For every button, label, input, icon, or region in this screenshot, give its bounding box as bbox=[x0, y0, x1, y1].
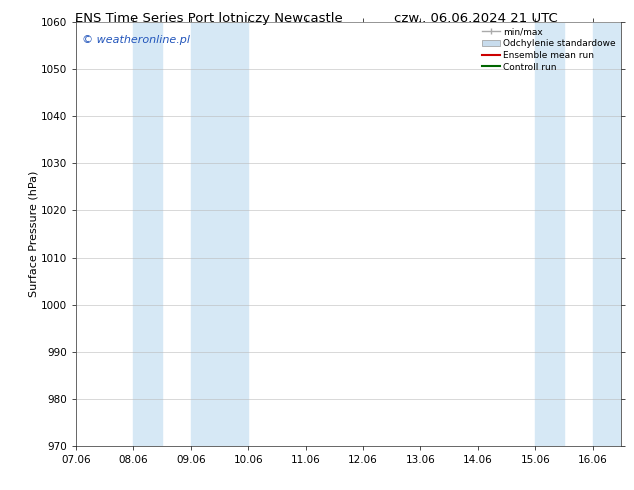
Bar bbox=[134, 22, 162, 446]
Text: © weatheronline.pl: © weatheronline.pl bbox=[82, 35, 190, 45]
Text: ENS Time Series Port lotniczy Newcastle: ENS Time Series Port lotniczy Newcastle bbox=[75, 12, 343, 25]
Bar bbox=[535, 22, 564, 446]
Y-axis label: Surface Pressure (hPa): Surface Pressure (hPa) bbox=[28, 171, 38, 297]
Bar bbox=[593, 22, 621, 446]
Bar bbox=[191, 22, 249, 446]
Legend: min/max, Odchylenie standardowe, Ensemble mean run, Controll run: min/max, Odchylenie standardowe, Ensembl… bbox=[478, 24, 619, 75]
Text: czw.. 06.06.2024 21 UTC: czw.. 06.06.2024 21 UTC bbox=[394, 12, 557, 25]
